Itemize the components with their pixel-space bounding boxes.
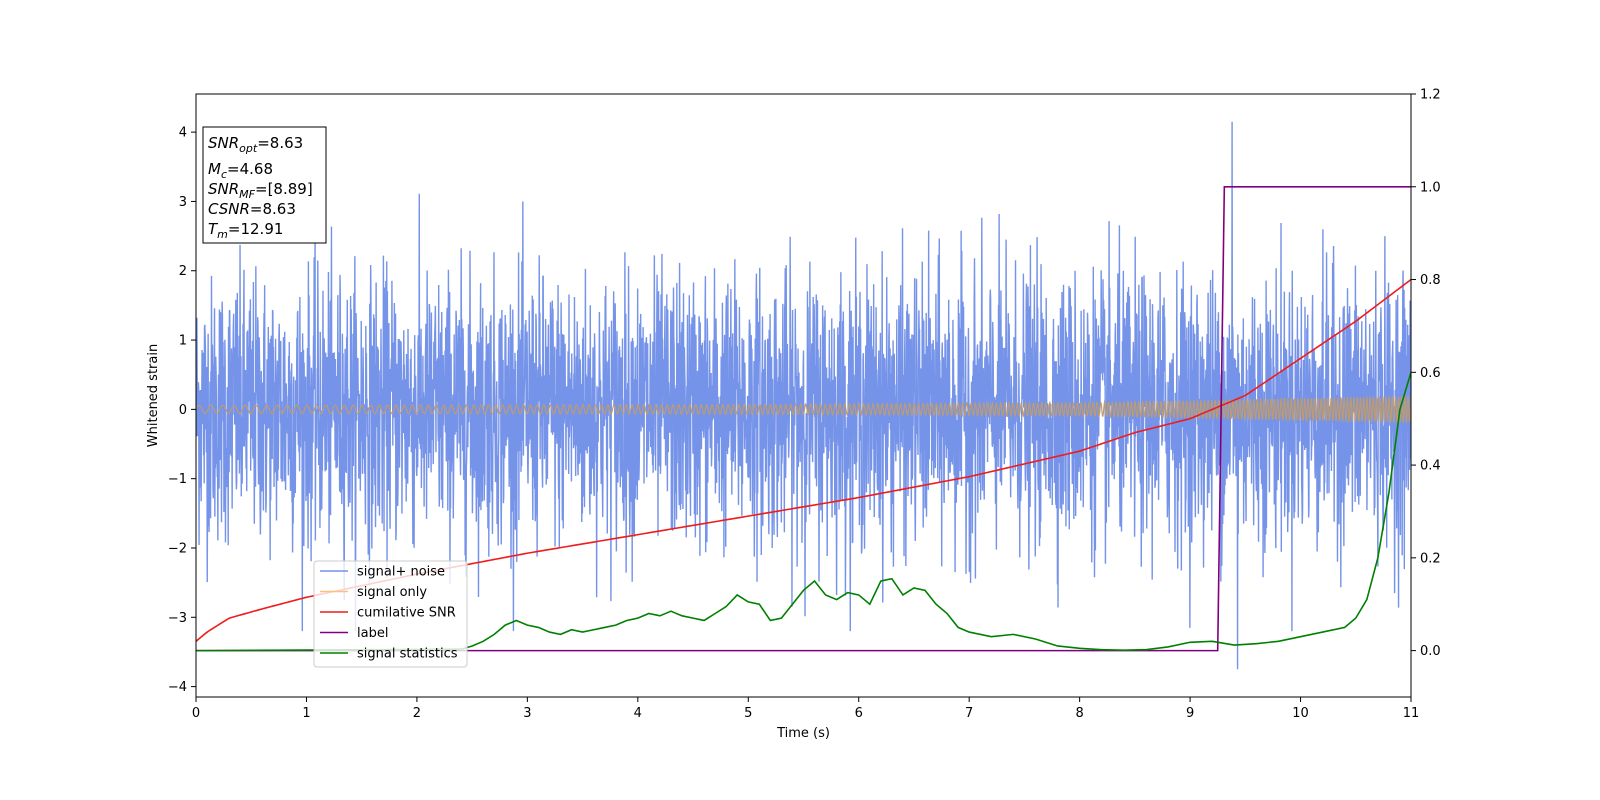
y-right-tick-label: 0.2 bbox=[1420, 551, 1441, 566]
legend-frame bbox=[313, 560, 468, 668]
x-tick-label: 9 bbox=[1186, 706, 1194, 721]
x-tick-label: 1 bbox=[302, 706, 310, 721]
series-signal-only bbox=[196, 395, 1411, 424]
y-left-tick-label: 4 bbox=[179, 126, 187, 141]
y-right-tick-label: 1.2 bbox=[1420, 88, 1441, 103]
series-signal-noise bbox=[196, 121, 1411, 670]
x-tick-label: 8 bbox=[1075, 706, 1083, 721]
y-left-tick-label: 3 bbox=[179, 195, 187, 210]
signal-noise-line bbox=[196, 121, 1411, 670]
legend-entry-label: label bbox=[357, 626, 388, 641]
x-tick-label: 2 bbox=[413, 706, 421, 721]
y-right-tick-label: 0.8 bbox=[1420, 273, 1441, 288]
label-line bbox=[196, 185, 1411, 652]
annotation-line: SNRopt=8.63 bbox=[208, 134, 303, 155]
y-right-tick-label: 0.6 bbox=[1420, 366, 1441, 381]
annotation-line: Tm=12.91 bbox=[208, 220, 283, 241]
y-axis-right-ticks: 0.0 0.2 0.4 0.6 0.8 1.0 1.2 bbox=[1411, 88, 1441, 659]
legend: signal+ noise signal only cumilative SNR la… bbox=[313, 560, 468, 668]
x-tick-label: 10 bbox=[1292, 706, 1309, 721]
annotation-line: Mc=4.68 bbox=[208, 160, 273, 181]
x-tick-label: 6 bbox=[855, 706, 863, 721]
legend-entry-label: cumilative SNR bbox=[357, 606, 456, 621]
x-tick-label: 5 bbox=[744, 706, 752, 721]
x-tick-label: 11 bbox=[1403, 706, 1420, 721]
legend-entry-label: signal+ noise bbox=[357, 565, 445, 580]
annotation-line: CSNR=8.63 bbox=[208, 200, 296, 218]
y-right-tick-label: 0.0 bbox=[1420, 644, 1441, 659]
y-left-tick-label: 2 bbox=[179, 264, 187, 279]
y-left-tick-label: −4 bbox=[168, 680, 187, 695]
y-right-tick-label: 0.4 bbox=[1420, 459, 1441, 474]
series-signal-statistics bbox=[196, 372, 1411, 652]
y-left-tick-label: 0 bbox=[179, 403, 187, 418]
series-label bbox=[196, 185, 1411, 652]
x-tick-label: 3 bbox=[523, 706, 531, 721]
x-tick-label: 7 bbox=[965, 706, 973, 721]
annotation-line: SNRMF=[8.89] bbox=[208, 180, 313, 201]
signal-only-line bbox=[196, 395, 1411, 424]
y-left-tick-label: −3 bbox=[168, 611, 187, 626]
x-axis-ticks: 0 1 2 3 4 5 6 7 8 9 10 11 bbox=[192, 697, 1419, 721]
axes-frame bbox=[195, 93, 1412, 698]
signal-statistics-line bbox=[196, 372, 1411, 652]
y-left-tick-label: 1 bbox=[179, 334, 187, 349]
annotation-frame bbox=[202, 126, 327, 244]
y-left-tick-label: −2 bbox=[168, 541, 187, 556]
y-left-tick-label: −1 bbox=[168, 472, 187, 487]
legend-entry-label: signal only bbox=[357, 585, 427, 600]
y-right-tick-label: 1.0 bbox=[1420, 180, 1441, 195]
x-axis-label: Time (s) bbox=[776, 726, 830, 741]
x-tick-label: 4 bbox=[634, 706, 642, 721]
legend-entry-label: signal statistics bbox=[357, 647, 458, 662]
x-tick-label: 0 bbox=[192, 706, 200, 721]
y-axis-left-ticks: −4 −3 −2 −1 0 1 2 3 4 bbox=[168, 126, 196, 695]
y-axis-label: Whitened strain bbox=[146, 344, 161, 447]
